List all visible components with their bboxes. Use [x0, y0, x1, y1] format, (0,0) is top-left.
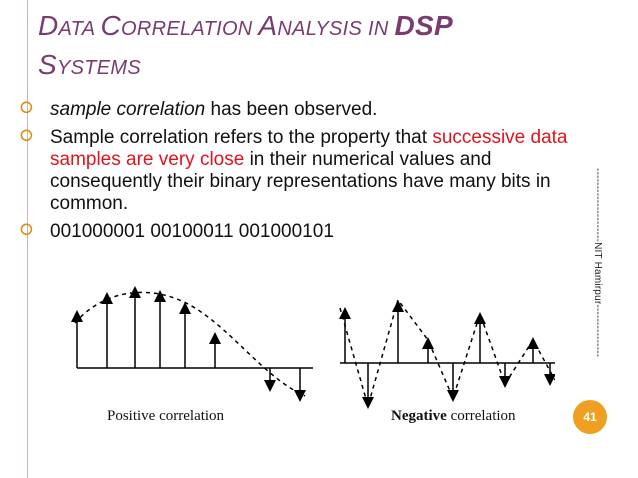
caption-part: Negative	[391, 408, 447, 424]
title-part: C	[100, 10, 122, 41]
bullet-text: in their numerical values and consequent…	[50, 149, 551, 214]
negative-envelope-curve	[339, 298, 555, 409]
bullet-ring-icon: ⭘	[20, 222, 33, 239]
highlighted-text: successive data samples are very close	[50, 127, 568, 170]
bullet-item: ⭘ sample correlation has been observed.	[20, 99, 590, 121]
title-part: D	[38, 10, 59, 41]
title-part: DSP	[394, 10, 453, 41]
page-number-badge: 41	[573, 400, 607, 434]
negative-correlation-plot	[339, 298, 555, 409]
title-part: NALYSIS IN	[277, 18, 395, 40]
left-margin-rule	[27, 0, 28, 478]
positive-correlation-plot	[71, 286, 313, 402]
bullet-text: Sample correlation refers to the propert…	[50, 127, 433, 148]
title-part: ATA	[58, 18, 101, 40]
positive-correlation-caption: Positive correlation	[107, 408, 225, 424]
caption-part: correlation	[446, 408, 516, 424]
correlation-diagram	[71, 286, 555, 409]
title-part: S	[38, 49, 57, 80]
bullet-ring-icon: ⭘	[20, 128, 33, 145]
bullet-text: sample correlation	[50, 99, 206, 120]
bullet-ring-icon: ⭘	[20, 100, 33, 117]
bullet-item: ⭘ Sample correlation refers to the prope…	[20, 127, 590, 215]
negative-correlation-caption: Negative correlation	[391, 408, 516, 425]
bullet-list: ⭘ sample correlation has been observed. …	[20, 99, 590, 249]
slide-title: DATA CORRELATION ANALYSIS IN DSP SYSTEMS	[38, 8, 578, 86]
bullet-text: 001000001 00100011 001000101	[50, 221, 334, 242]
title-part: ORRELATION	[121, 18, 259, 40]
title-part: A	[258, 10, 278, 41]
bullet-item: ⭘ 001000001 00100011 001000101	[20, 221, 590, 243]
bullet-text: has been observed.	[205, 99, 378, 120]
title-part: YSTEMS	[56, 57, 142, 79]
positive-envelope-curve	[74, 291, 306, 397]
side-label: ---------------------NIT Hamirpur-------…	[592, 168, 603, 358]
